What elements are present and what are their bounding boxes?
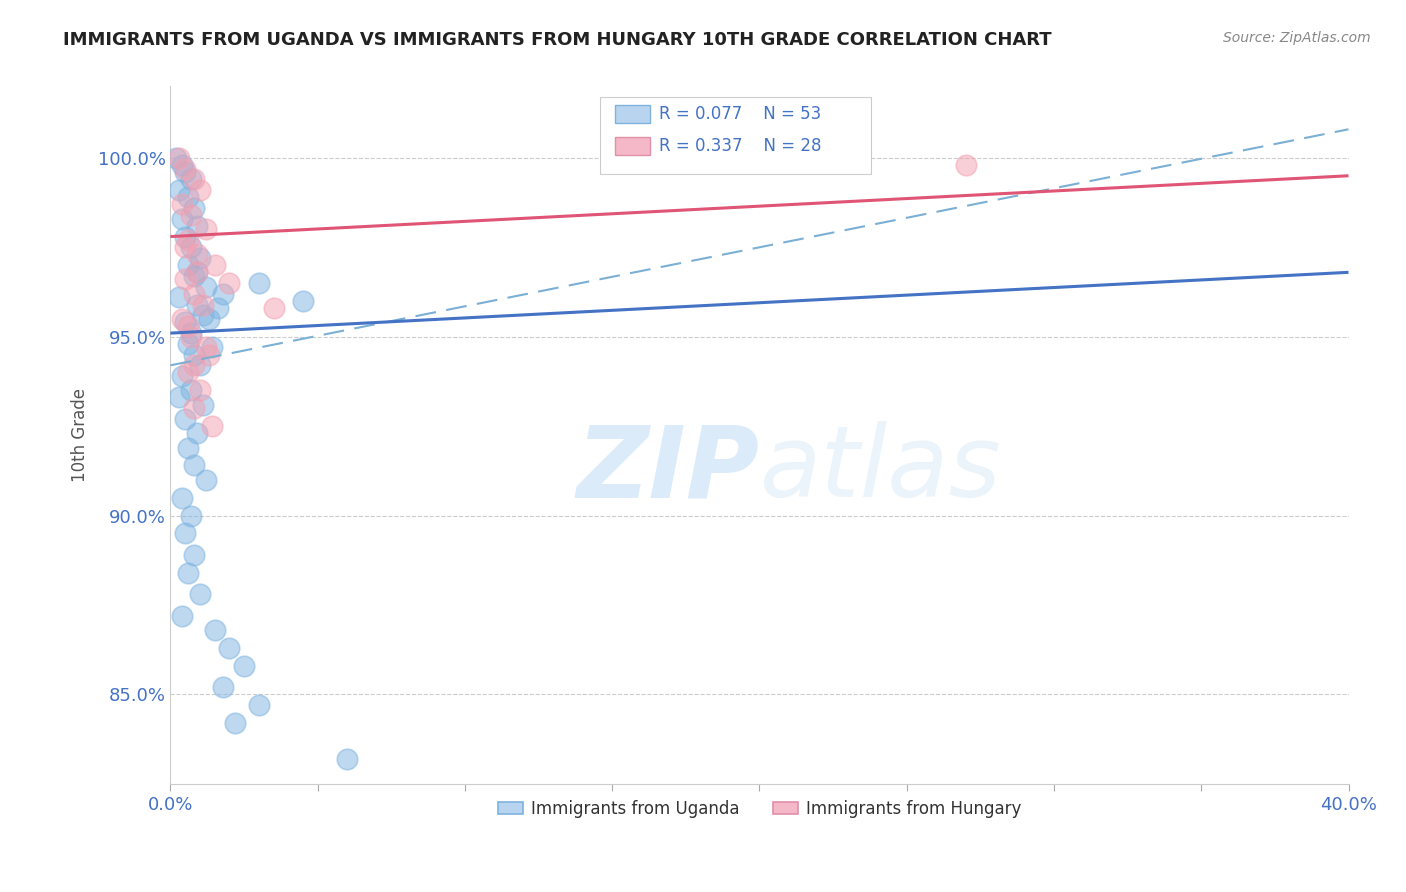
Point (218, 276, 240, 290)
Point (177, 190, 200, 204)
Point (188, 359, 211, 373)
Point (174, 315, 197, 329)
Point (186, 265, 208, 279)
Point (194, 222, 217, 236)
Point (247, 698, 270, 712)
Point (212, 680, 235, 694)
FancyBboxPatch shape (600, 97, 872, 174)
Point (204, 623, 226, 637)
Point (247, 276, 270, 290)
Text: atlas: atlas (759, 421, 1001, 518)
Point (201, 340, 224, 354)
Point (233, 658, 256, 673)
FancyBboxPatch shape (614, 137, 650, 155)
Text: R = 0.077    N = 53: R = 0.077 N = 53 (659, 105, 821, 123)
Point (174, 229, 197, 244)
Point (183, 172, 205, 186)
Point (169, 290, 191, 304)
Point (172, 369, 194, 384)
Point (194, 279, 217, 293)
Point (207, 301, 229, 315)
Point (186, 426, 208, 441)
Point (183, 401, 205, 416)
Point (291, 293, 314, 308)
Point (180, 384, 202, 398)
Point (177, 318, 200, 333)
Point (169, 391, 191, 405)
Point (197, 348, 219, 362)
Point (177, 233, 200, 247)
Point (172, 491, 194, 505)
Text: Source: ZipAtlas.com: Source: ZipAtlas.com (1223, 31, 1371, 45)
Text: R = 0.337    N = 28: R = 0.337 N = 28 (659, 137, 823, 155)
Point (180, 208, 202, 222)
Legend: Immigrants from Uganda, Immigrants from Hungary: Immigrants from Uganda, Immigrants from … (491, 793, 1028, 824)
Point (174, 272, 197, 286)
Point (191, 308, 214, 322)
Point (172, 311, 194, 326)
Point (194, 340, 217, 354)
Point (188, 384, 211, 398)
Point (177, 366, 200, 380)
Point (174, 161, 197, 176)
FancyBboxPatch shape (614, 105, 650, 123)
Point (263, 301, 285, 315)
Point (172, 158, 194, 172)
Point (183, 268, 205, 283)
Point (177, 336, 200, 351)
Point (201, 419, 224, 434)
Point (194, 473, 217, 487)
Point (212, 286, 235, 301)
Point (180, 329, 202, 343)
Point (177, 441, 200, 455)
Point (183, 201, 205, 215)
Point (169, 151, 191, 165)
Point (191, 297, 214, 311)
Point (183, 359, 205, 373)
Point (188, 251, 211, 265)
Point (336, 752, 359, 766)
Point (174, 412, 197, 426)
Point (186, 265, 208, 279)
Point (174, 526, 197, 541)
Point (186, 219, 208, 233)
Point (172, 197, 194, 211)
Point (183, 286, 205, 301)
Text: IMMIGRANTS FROM UGANDA VS IMMIGRANTS FROM HUNGARY 10TH GRADE CORRELATION CHART: IMMIGRANTS FROM UGANDA VS IMMIGRANTS FRO… (63, 31, 1052, 49)
Point (191, 398, 214, 412)
Point (197, 311, 219, 326)
Point (180, 508, 202, 523)
Point (174, 240, 197, 254)
Point (183, 548, 205, 562)
Point (177, 258, 200, 272)
Point (183, 458, 205, 473)
Point (188, 183, 211, 197)
Point (218, 640, 240, 655)
Point (165, 151, 187, 165)
Point (180, 172, 202, 186)
Point (186, 297, 208, 311)
Point (180, 240, 202, 254)
Y-axis label: 10th Grade: 10th Grade (72, 388, 89, 482)
Point (169, 183, 191, 197)
Point (177, 566, 200, 580)
Point (204, 258, 226, 272)
Point (172, 211, 194, 226)
Text: ZIP: ZIP (576, 421, 759, 518)
Point (172, 608, 194, 623)
Point (224, 715, 246, 730)
Point (955, 158, 977, 172)
Point (183, 348, 205, 362)
Point (186, 247, 208, 261)
Point (180, 326, 202, 340)
Point (188, 587, 211, 601)
Point (174, 165, 197, 179)
